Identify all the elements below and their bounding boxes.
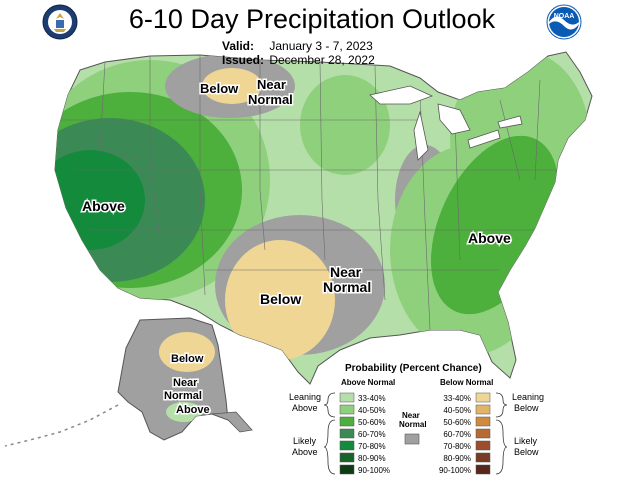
legend-below-header: Below Normal xyxy=(440,378,493,387)
valid-row: Valid: January 3 - 7, 2023 xyxy=(222,39,375,53)
label-alaska-below: Below xyxy=(171,353,204,365)
above-bin-label-0: 33-40% xyxy=(358,394,386,403)
issued-value: December 28, 2022 xyxy=(269,53,375,67)
below-bin-swatch-3 xyxy=(475,428,491,439)
brace-leaning-below xyxy=(495,392,508,418)
below-bin-label-2: 50-60% xyxy=(443,418,471,427)
below-bin-label-6: 90-100% xyxy=(439,466,471,475)
alaska-above-zone xyxy=(166,402,202,422)
midwest-above-40 xyxy=(300,75,390,175)
above-bin-label-4: 70-80% xyxy=(358,442,386,451)
issued-row: Issued: December 28, 2022 xyxy=(222,53,375,67)
above-bin-swatch-4 xyxy=(339,440,355,451)
label-alaska-above: Above xyxy=(176,404,210,416)
label-alaska-near-1: Near xyxy=(173,377,198,389)
legend-title: Probability (Percent Chance) xyxy=(345,363,482,374)
below-bin-label-3: 60-70% xyxy=(443,430,471,439)
alaska-below-zone xyxy=(159,332,215,372)
aleutian-chain xyxy=(4,404,119,447)
legend-leaning-above-2: Above xyxy=(292,403,318,413)
valid-dates: Valid: January 3 - 7, 2023 Issued: Decem… xyxy=(222,39,375,67)
legend-likely-below-2: Below xyxy=(514,447,539,457)
below-bin-label-4: 70-80% xyxy=(443,442,471,451)
below-bin-swatch-4 xyxy=(475,440,491,451)
above-bin-swatch-5 xyxy=(339,452,355,463)
valid-value: January 3 - 7, 2023 xyxy=(269,39,373,53)
below-bin-swatch-1 xyxy=(475,404,491,415)
below-bin-swatch-5 xyxy=(475,452,491,463)
brace-leaning-above xyxy=(323,392,336,418)
above-bin-swatch-2 xyxy=(339,416,355,427)
below-bin-label-5: 80-90% xyxy=(443,454,471,463)
label-south-near-2: Normal xyxy=(323,279,371,295)
legend-near-label-1: Near xyxy=(402,411,420,420)
legend-likely-above-2: Above xyxy=(292,447,318,457)
below-bin-swatch-6 xyxy=(475,464,491,475)
label-south-near-1: Near xyxy=(330,264,362,280)
legend-likely-above-1: Likely xyxy=(293,436,317,446)
below-swatches: 33-40% 40-50% 50-60% 60-70% 70-80% 80-90% 90-1… xyxy=(439,392,491,475)
issued-label: Issued: xyxy=(222,53,265,67)
legend-near-label-2: Normal xyxy=(399,420,427,429)
label-east-above: Above xyxy=(468,230,511,246)
below-bin-label-0: 33-40% xyxy=(443,394,471,403)
north-below-zone xyxy=(202,68,262,104)
above-bin-swatch-0 xyxy=(339,392,355,403)
above-bin-label-3: 60-70% xyxy=(358,430,386,439)
label-south-below: Below xyxy=(260,291,301,307)
label-west-above: Above xyxy=(82,198,125,214)
alaska-map xyxy=(4,317,253,447)
conus-map xyxy=(54,51,593,385)
label-alaska-near-2: Normal xyxy=(164,390,202,402)
valid-label: Valid: xyxy=(222,39,255,53)
legend-above-header: Above Normal xyxy=(341,378,395,387)
above-bin-label-6: 90-100% xyxy=(358,466,390,475)
legend-likely-below-1: Likely xyxy=(514,436,538,446)
commerce-seal-icon xyxy=(42,4,78,40)
noaa-logo-icon: NOAA xyxy=(546,4,582,40)
label-north-near-2: Normal xyxy=(248,92,293,107)
above-bin-label-5: 80-90% xyxy=(358,454,386,463)
page-title: 6-10 Day Precipitation Outlook xyxy=(128,4,496,34)
below-bin-label-1: 40-50% xyxy=(443,406,471,415)
brace-likely-above xyxy=(323,419,336,475)
alaska-panhandle xyxy=(211,411,253,433)
legend-leaning-above-1: Leaning xyxy=(289,392,321,402)
above-bin-label-1: 40-50% xyxy=(358,406,386,415)
above-bin-swatch-3 xyxy=(339,428,355,439)
brace-likely-below xyxy=(495,419,508,475)
probability-legend: Probability (Percent Chance) Above Norma… xyxy=(289,363,544,475)
label-north-below: Below xyxy=(200,81,239,96)
legend-leaning-below-2: Below xyxy=(514,403,539,413)
noaa-logo-text: NOAA xyxy=(554,13,575,20)
below-bin-swatch-0 xyxy=(475,392,491,403)
above-bin-swatch-6 xyxy=(339,464,355,475)
legend-near-swatch xyxy=(404,433,420,445)
above-swatches: 33-40% 40-50% 50-60% 60-70% 70-80% 80-90% 90-1… xyxy=(339,392,390,475)
above-bin-label-2: 50-60% xyxy=(358,418,386,427)
legend-leaning-below-1: Leaning xyxy=(512,392,544,402)
great-lakes xyxy=(369,85,523,161)
below-bin-swatch-2 xyxy=(475,416,491,427)
above-bin-swatch-1 xyxy=(339,404,355,415)
label-north-near-1: Near xyxy=(257,77,286,92)
